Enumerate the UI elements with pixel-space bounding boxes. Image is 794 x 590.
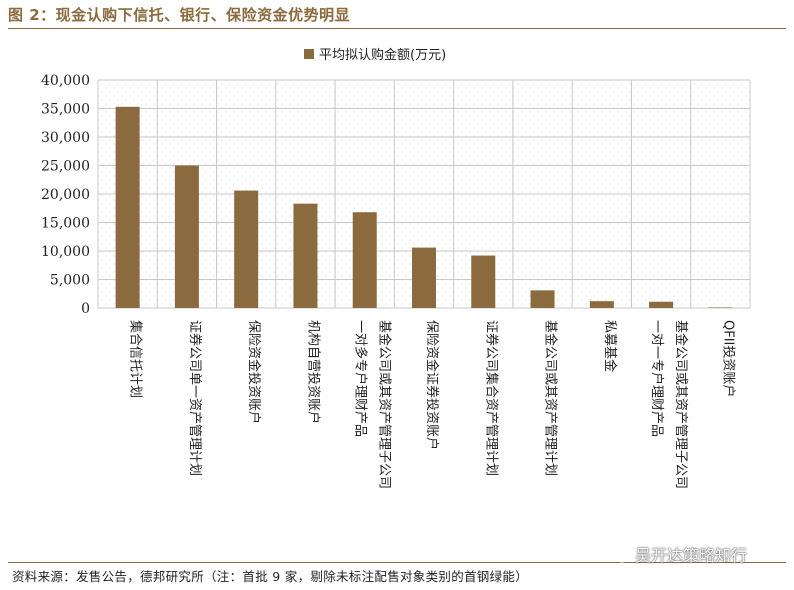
- bar: [471, 255, 496, 308]
- bar: [234, 190, 259, 308]
- x-category-label: 私募基金: [602, 320, 618, 372]
- watermark: 吴开达策略知行: [606, 542, 747, 566]
- x-category-label: 基金公司或其资产管理计划: [543, 320, 559, 476]
- watermark-text: 吴开达策略知行: [635, 546, 748, 565]
- x-category-label: 证券公司集合资产管理计划: [483, 320, 499, 476]
- x-category-label: QFII投资账户: [720, 320, 736, 397]
- figure-title: 图 2：现金认购下信托、银行、保险资金优势明显: [8, 6, 351, 24]
- wechat-icon: [606, 544, 630, 563]
- y-tick-label: 5,000: [50, 273, 90, 289]
- legend-swatch: [304, 49, 314, 59]
- bar: [530, 290, 555, 308]
- x-category-label: 保险资金投资账户: [246, 320, 262, 424]
- x-category-label: 机构自营投资账户: [305, 320, 321, 424]
- bar: [589, 301, 614, 308]
- source-note: 资料来源：发售公告，德邦研究所（注：首批 9 家，剔除未标注配售对象类别的首钢绿…: [12, 569, 529, 584]
- x-category-label: 基金公司或其资产管理子公司: [377, 320, 393, 489]
- y-tick-label: 15,000: [41, 216, 90, 232]
- x-category-label: 基金公司或其资产管理子公司: [673, 320, 689, 489]
- bar: [708, 307, 733, 308]
- bar: [115, 106, 140, 308]
- y-tick-label: 35,000: [41, 102, 90, 118]
- bar: [293, 203, 318, 308]
- bar: [649, 301, 674, 308]
- y-tick-label: 20,000: [41, 187, 90, 203]
- bottom-divider: [8, 562, 786, 563]
- bar: [174, 165, 199, 308]
- y-tick-label: 30,000: [41, 130, 90, 146]
- bar: [412, 247, 436, 308]
- x-axis-categories: 集合信托计划 证券公司单一资产管理计划 保险资金投资账户 机构自营投资账户 基金公司或其…: [128, 320, 737, 489]
- x-category-label: 一对一专户理财产品: [649, 320, 665, 437]
- y-tick-label: 25,000: [41, 159, 90, 175]
- y-axis-ticks: 0 5,000 10,000 15,000 20,000 25,000 30,000 35,0…: [41, 73, 90, 317]
- y-tick-label: 0: [81, 301, 90, 317]
- x-category-label: 集合信托计划: [128, 320, 144, 398]
- x-category-label: 保险资金证券投资账户: [424, 320, 440, 450]
- legend: 平均拟认购金额(万元): [304, 47, 446, 63]
- y-tick-label: 40,000: [41, 73, 90, 89]
- bar: [352, 212, 377, 308]
- y-tick-label: 10,000: [41, 244, 90, 260]
- x-category-label: 一对多专户理财产品: [353, 320, 369, 437]
- legend-label: 平均拟认购金额(万元): [319, 47, 446, 63]
- top-divider: [8, 28, 786, 29]
- bar-chart: 0 5,000 10,000 15,000 20,000 25,000 30,000 35,0…: [41, 47, 751, 489]
- x-category-label: 证券公司单一资产管理计划: [187, 320, 203, 476]
- bars: [115, 106, 733, 308]
